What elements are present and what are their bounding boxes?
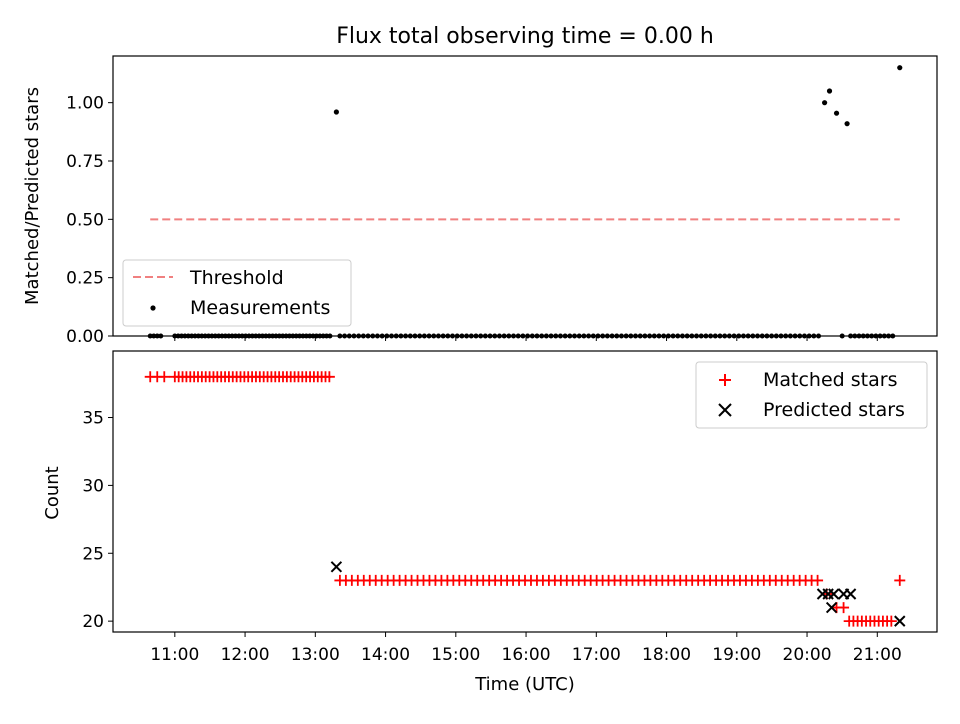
matched-star-point bbox=[158, 371, 170, 383]
bottom-y-tick-label: 20 bbox=[82, 612, 104, 632]
predicted-star-point bbox=[844, 588, 857, 600]
x-tick-label: 11:00 bbox=[150, 645, 199, 665]
flux-ratio-panel: Flux total observing time = 0.00 h Match… bbox=[22, 24, 938, 347]
top-y-tick-label: 0.50 bbox=[66, 210, 104, 230]
top-legend: Threshold Measurements bbox=[122, 259, 352, 327]
legend-threshold-label: Threshold bbox=[189, 267, 284, 289]
bottom-plot-frame bbox=[112, 350, 938, 633]
top-y-tick-label: 0.75 bbox=[66, 152, 104, 172]
predicted-star-point bbox=[894, 615, 906, 627]
measurement-point bbox=[844, 121, 850, 127]
measurement-point bbox=[897, 65, 903, 71]
predicted-star-point bbox=[825, 601, 838, 614]
bottom-y-axis-label: Count bbox=[42, 466, 63, 519]
matched-star-point bbox=[885, 615, 897, 627]
x-tick-label: 12:00 bbox=[221, 645, 270, 665]
matched-star-point bbox=[323, 371, 335, 383]
x-tick-label: 17:00 bbox=[572, 645, 621, 665]
legend-measurement-swatch bbox=[150, 305, 156, 311]
bottom-y-tick-label: 25 bbox=[82, 544, 104, 564]
top-y-axis-label: Matched/Predicted stars bbox=[22, 87, 43, 305]
matched-star-point bbox=[812, 574, 824, 586]
top-y-tick-label: 0.25 bbox=[66, 269, 104, 289]
measurement-point bbox=[822, 100, 828, 106]
x-tick-label: 15:00 bbox=[431, 645, 480, 665]
x-tick-label: 16:00 bbox=[502, 645, 551, 665]
x-tick-label: 20:00 bbox=[783, 645, 832, 665]
top-y-tick-label: 1.00 bbox=[66, 94, 104, 114]
x-tick-label: 14:00 bbox=[361, 645, 410, 665]
legend-measurements-label: Measurements bbox=[190, 297, 330, 319]
x-axis-label: Time (UTC) bbox=[474, 674, 575, 695]
predicted-star-point bbox=[330, 561, 343, 573]
x-tick-label: 18:00 bbox=[642, 645, 691, 665]
legend-predicted-label: Predicted stars bbox=[763, 399, 905, 421]
x-tick-label: 13:00 bbox=[291, 645, 340, 665]
bottom-y-tick-label: 30 bbox=[82, 476, 104, 496]
x-tick-label: 21:00 bbox=[853, 645, 902, 665]
bottom-legend: Matched stars Predicted stars bbox=[695, 361, 928, 429]
matched-star-point bbox=[894, 574, 906, 586]
legend-plus-swatch bbox=[719, 374, 731, 386]
measurement-point bbox=[833, 110, 840, 116]
chart-title: Flux total observing time = 0.00 h bbox=[336, 24, 714, 49]
bottom-y-tick-label: 35 bbox=[82, 409, 104, 429]
measurement-point bbox=[333, 109, 339, 115]
top-y-tick-label: 0.00 bbox=[66, 327, 104, 347]
measurement-point bbox=[826, 88, 833, 94]
matched-star-point bbox=[838, 602, 850, 614]
legend-x-swatch bbox=[718, 403, 732, 417]
star-count-panel: Count Time (UTC) 20 25 30 35 11:00 12:00 13:00… bbox=[42, 350, 938, 695]
predicted-star-point bbox=[828, 588, 840, 600]
top-plot-frame bbox=[112, 55, 938, 337]
legend-matched-label: Matched stars bbox=[763, 369, 897, 391]
x-tick-label: 19:00 bbox=[712, 645, 761, 665]
